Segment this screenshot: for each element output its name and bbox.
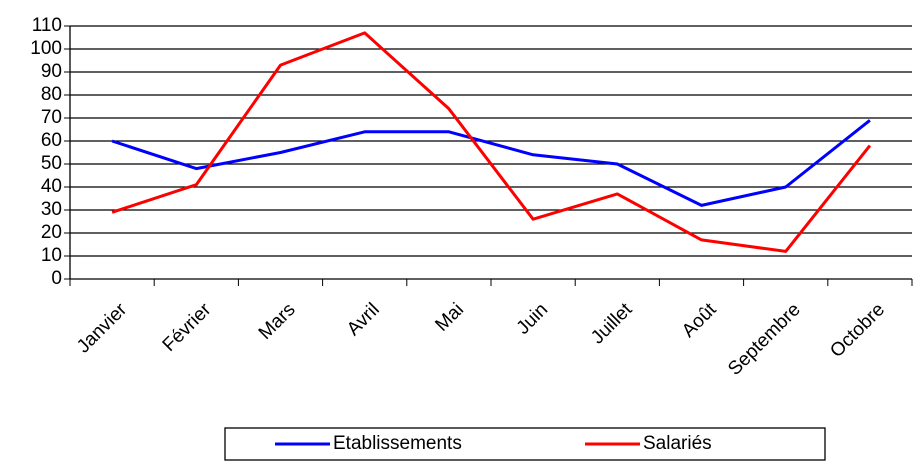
y-tick-label: 90: [41, 61, 62, 82]
x-tick-label: Janvier: [73, 299, 132, 358]
legend-label: Salariés: [643, 433, 712, 454]
x-tick-label: Février: [159, 299, 216, 356]
x-tick-label: Juin: [513, 299, 552, 338]
x-tick-label: Mars: [255, 299, 300, 344]
x-tick-label: Juillet: [587, 299, 637, 349]
y-tick-label: 50: [41, 153, 62, 174]
y-tick-label: 110: [32, 15, 62, 36]
series-line: [111, 31, 872, 253]
y-tick-label: 20: [41, 222, 62, 243]
x-tick-label: Avril: [343, 299, 384, 340]
y-tick-label: 100: [30, 38, 62, 59]
x-tick-label: Mai: [431, 299, 468, 336]
series-line: [111, 119, 871, 207]
x-tick-label: Août: [678, 299, 721, 342]
y-tick-label: 60: [41, 130, 62, 151]
y-tick-label: 10: [41, 245, 62, 266]
x-tick-label: Septembre: [724, 299, 805, 380]
y-tick-label: 30: [41, 199, 62, 220]
y-tick-label: 70: [41, 107, 62, 128]
y-tick-label: 80: [41, 84, 62, 105]
legend-label: Etablissements: [333, 433, 462, 454]
y-tick-label: 40: [41, 176, 62, 197]
x-tick-label: Octobre: [826, 299, 889, 362]
y-tick-label: 0: [51, 268, 62, 289]
